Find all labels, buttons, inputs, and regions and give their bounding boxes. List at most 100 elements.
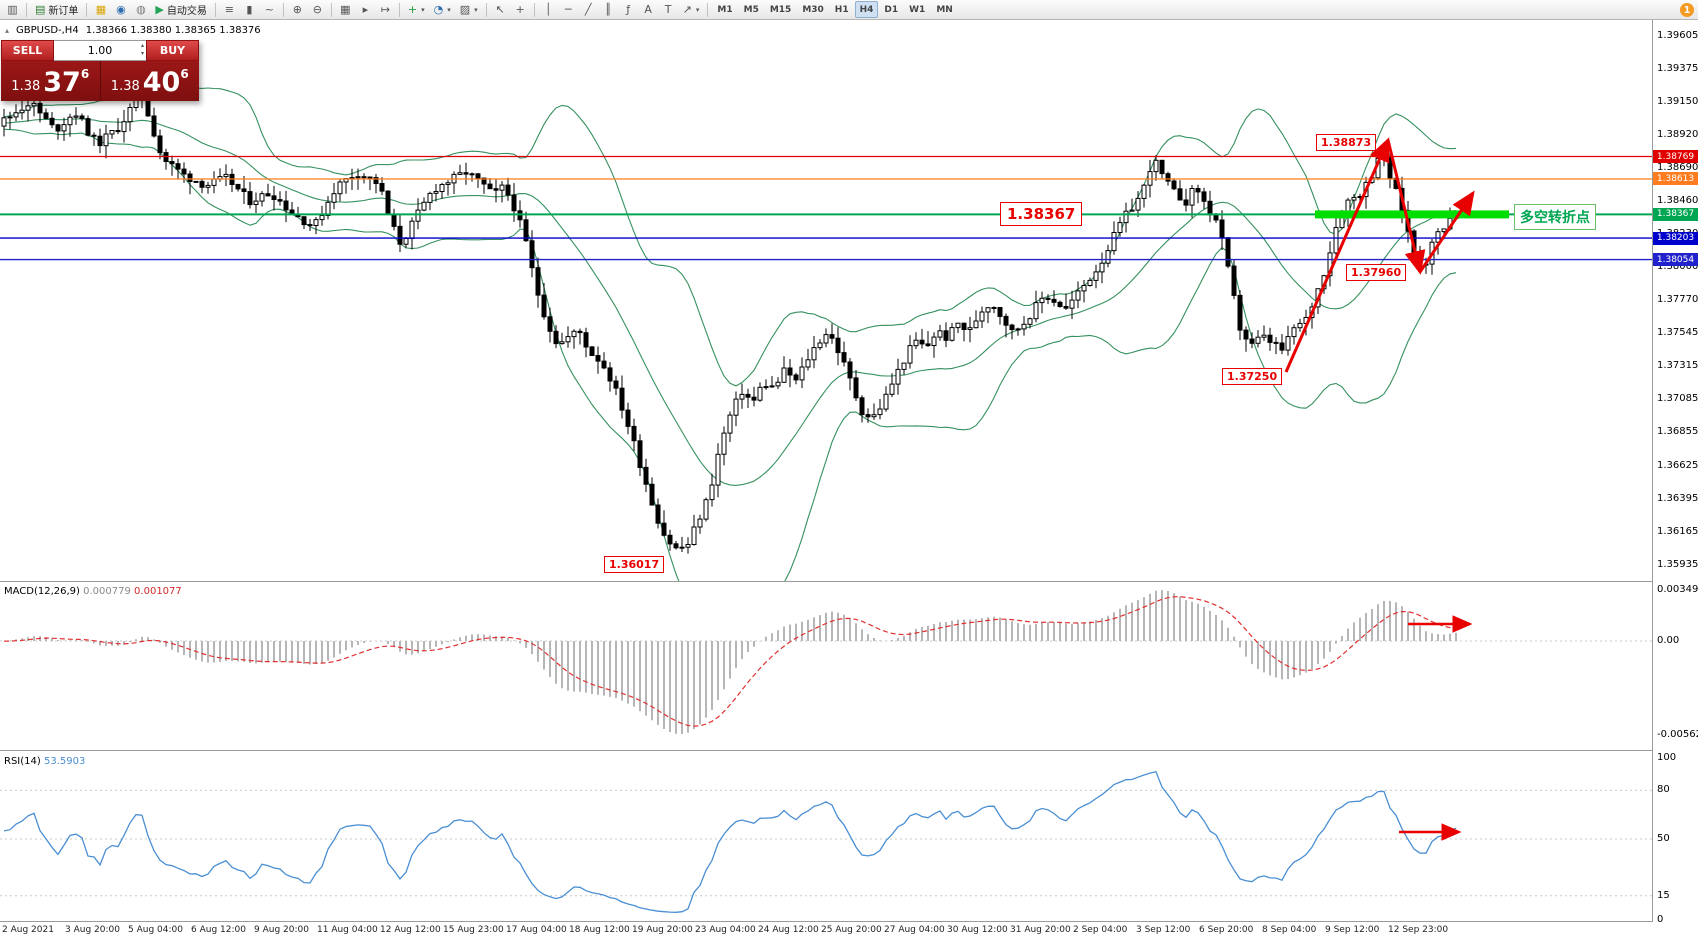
tf-d1-button-label: D1 [884,4,899,15]
line-chart-icon[interactable]: ~ [260,1,279,18]
volume-field[interactable]: 1.00 ▴ ▾ [54,40,146,61]
chevron-down-icon: ▾ [695,5,700,14]
time-label: 27 Aug 04:00 [884,925,945,935]
price-callout-1.38873[interactable]: 1.38873 [1316,134,1377,151]
trendline-icon[interactable]: ╱ [579,1,598,18]
ohlc-bars-icon-glyph: ≡ [224,3,234,16]
volume-up-button[interactable]: ▴ [140,42,144,49]
macd-params-label: MACD(12,26,9) [4,586,80,597]
auto-scroll-icon-glyph: ▸ [362,3,369,16]
terminal-icon[interactable]: ◍ [131,1,150,18]
rsi-indicator-label: RSI(14) 53.5903 [4,756,85,767]
price-chart-canvas[interactable] [0,0,1652,939]
tf-h1-button[interactable]: H1 [830,1,854,18]
zoom-in-icon-glyph: ⊕ [292,3,302,16]
sell-price-display[interactable]: 1.38 37 6 [1,61,100,101]
notification-badge[interactable]: 1 [1680,3,1694,17]
trend-arrow[interactable] [1284,137,1390,373]
price-tick: 1.36395 [1657,492,1698,504]
time-label: 11 Aug 04:00 [317,925,378,935]
toolbar-separator [485,2,487,17]
chart-window-icon[interactable]: ▥ [3,1,22,18]
tf-d1-button[interactable]: D1 [879,1,903,18]
horizontal-line-icon[interactable]: ─ [559,1,578,18]
indicators-button[interactable]: + ▾ [404,1,429,18]
rsi-axis-tick: 0 [1657,914,1664,925]
rsi-axis-tick: 80 [1657,784,1670,796]
charts-icon[interactable]: ▦ [91,1,110,18]
new-order-button[interactable]: ▤ 新订单 [31,1,82,18]
tf-mn-button[interactable]: MN [931,1,958,18]
sell-button[interactable]: SELL [1,40,54,61]
tf-h4-button[interactable]: H4 [854,1,879,18]
tile-windows-icon[interactable]: ▦ [336,1,355,18]
text-label-icon[interactable]: T [659,1,678,18]
crosshair-icon[interactable]: + [511,1,530,18]
cursor-icon-glyph: ↖ [495,3,505,16]
turning-level-bar[interactable] [1315,210,1509,219]
channel-icon[interactable]: ║ [599,1,618,18]
trend-arrow[interactable] [1418,190,1475,273]
toolbar-separator [26,2,27,17]
tf-m30-button[interactable]: M30 [797,1,828,18]
turning-point-label[interactable]: 多空转折点 [1514,204,1596,230]
macd-axis-tick: 0.003494 [1657,584,1698,595]
time-label: 12 Aug 12:00 [380,925,441,935]
time-label: 6 Sep 20:00 [1199,925,1254,935]
price-axis[interactable]: 1.39605 1.39375 1.39150 1.38920 1.38690 1.384… [1653,0,1698,939]
buy-button[interactable]: BUY [146,40,199,61]
toolbar: ▥ ▤ 新订单 ▦ ◉ ◍ ▶ 自动交易 ≡ ▮ ~ ⊕ ⊖ ▦ ▸ ↦ + ▾ ◔ ▾ ▨ ▾ ↖ + │ ─ ╱ ║ ƒ A T ↗ ▾ M1… [0,0,1698,20]
trend-arrow[interactable] [1386,139,1426,275]
tf-w1-button[interactable]: W1 [904,1,930,18]
line-chart-icon-glyph: ~ [264,3,274,16]
new-order-button-label: 新订单 [48,6,79,17]
indicators-glyph: + [407,3,418,16]
tf-w1-button-label: W1 [909,4,926,15]
buy-price-display[interactable]: 1.38 40 6 [101,61,200,101]
periods-glyph: ◔ [433,3,444,16]
templates-button[interactable]: ▨ ▾ [456,1,482,18]
symbol-label: GBPUSD-,H4 [16,25,79,36]
toolbar-separator [330,2,332,17]
time-label: 23 Aug 04:00 [695,925,756,935]
buy-price-big: 40 [142,67,181,98]
time-label: 18 Aug 12:00 [569,925,630,935]
tf-m15-button[interactable]: M15 [765,1,796,18]
bollinger-upper-band [3,87,1457,387]
price-callout-1.37250[interactable]: 1.37250 [1222,368,1283,385]
cursor-icon[interactable]: ↖ [491,1,510,18]
rsi-params-label: RSI(14) [4,756,41,767]
ohlc-bars-icon[interactable]: ≡ [220,1,239,18]
fibonacci-icon[interactable]: ƒ [619,1,638,18]
candlestick-chart-icon-glyph: ▮ [246,3,253,16]
rsi-line [3,770,1457,913]
price-tick: 1.37315 [1657,360,1698,372]
zoom-out-icon[interactable]: ⊖ [308,1,327,18]
volume-value: 1.00 [87,44,113,57]
tf-m1-button[interactable]: M1 [712,1,737,18]
toolbar-separator [282,2,284,17]
main-chart-layer [0,87,1652,581]
chart-shift-icon[interactable]: ↦ [376,1,395,18]
price-tick: 1.39375 [1657,63,1698,75]
navigator-icon[interactable]: ◉ [111,1,130,18]
candlestick-chart-icon[interactable]: ▮ [240,1,259,18]
panel-separator [0,921,1698,923]
periods-button[interactable]: ◔ ▾ [430,1,455,18]
autotrade-button[interactable]: ▶ 自动交易 [151,1,210,18]
price-tick: 1.36165 [1657,525,1698,537]
arrows-button[interactable]: ↗ ▾ [679,1,704,18]
volume-down-button[interactable]: ▾ [140,50,144,57]
price-callout-1.36017[interactable]: 1.36017 [604,556,665,573]
price-callout-1.38367[interactable]: 1.38367 [1000,202,1083,226]
panel-separator[interactable] [0,750,1698,752]
price-callout-1.37960[interactable]: 1.37960 [1346,264,1407,281]
tf-m5-button[interactable]: M5 [739,1,764,18]
price-tag-1.38613: 1.38613 [1653,172,1698,186]
panel-separator[interactable] [0,581,1698,583]
zoom-in-icon[interactable]: ⊕ [288,1,307,18]
auto-scroll-icon[interactable]: ▸ [356,1,375,18]
vertical-line-icon[interactable]: │ [539,1,558,18]
time-axis[interactable]: 2 Aug 2021 3 Aug 20:00 5 Aug 04:00 6 Aug 12… [0,923,1652,939]
text-icon[interactable]: A [639,1,658,18]
